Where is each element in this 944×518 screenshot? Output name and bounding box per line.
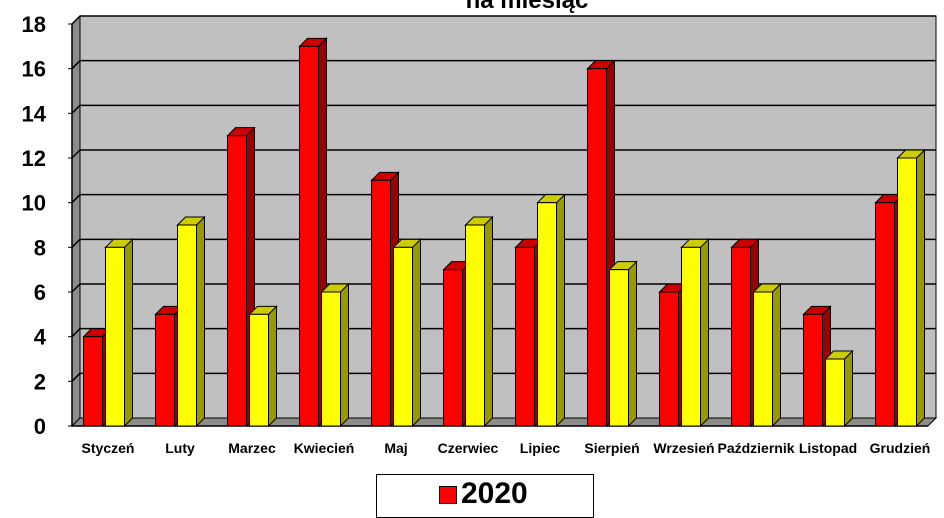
y-tick-label: 10 (22, 191, 46, 216)
gridline-side (71, 15, 81, 25)
x-tick-label: Listopad (799, 440, 857, 456)
gridline-side (71, 60, 81, 70)
x-tick-label: Maj (384, 440, 407, 456)
y-tick-label: 14 (22, 101, 47, 126)
x-tick-label: Lipiec (520, 440, 561, 456)
plot-area (68, 14, 938, 428)
bar-2-8 (608, 260, 638, 428)
y-tick-label: 16 (22, 57, 46, 82)
gridline-side (71, 238, 81, 248)
y-tick-label: 4 (34, 325, 47, 350)
x-tick-label: Październik (717, 440, 794, 456)
bar-2-9 (680, 238, 710, 428)
x-tick-label: Marzec (228, 440, 276, 456)
x-tick-label: Luty (165, 440, 195, 456)
bar-2-10 (752, 282, 782, 428)
bar-2-12 (896, 148, 926, 428)
y-tick-label: 8 (34, 235, 46, 260)
bars (82, 37, 926, 428)
bar-1-4 (298, 37, 328, 428)
bar-1-8 (586, 59, 616, 428)
bar-2-3 (248, 305, 278, 428)
legend-swatch-2020 (439, 486, 457, 504)
x-tick-label: Czerwiec (438, 440, 499, 456)
y-tick-label: 0 (34, 414, 46, 439)
bar-2-1 (104, 238, 134, 428)
gridline-side (71, 194, 81, 204)
x-tick-label: Styczeń (82, 440, 135, 456)
bar-2-7 (536, 193, 566, 428)
bar-2-5 (392, 238, 422, 428)
x-tick-label: Kwiecień (294, 440, 355, 456)
gridline-side (71, 104, 81, 114)
gridline-side (71, 283, 81, 293)
side-wall (71, 14, 81, 428)
y-tick-label: 2 (34, 369, 46, 394)
bar-2-11 (824, 349, 854, 428)
gridline-side (71, 328, 81, 338)
bar-2-6 (464, 215, 494, 428)
bar-2-2 (176, 215, 206, 428)
gridline-side (71, 372, 81, 382)
y-tick-label: 18 (22, 12, 46, 37)
x-tick-label: Grudzień (870, 440, 931, 456)
x-tick-label: Wrzesień (653, 440, 714, 456)
tick-labels: 0 2 4 6 8 10 12 14 16 18 Styczeń Luty Marzec Kwiecień… (22, 12, 931, 456)
legend-label: 2020 (461, 477, 528, 510)
x-tick-label: Sierpień (584, 440, 639, 456)
y-tick-label: 6 (34, 280, 46, 305)
chart-title: na miesiąc (466, 0, 589, 14)
back-wall (79, 15, 937, 419)
y-tick-label: 12 (22, 146, 46, 171)
gridline-side (71, 149, 81, 159)
legend: 2020 (376, 474, 594, 518)
bar-2-4 (320, 282, 350, 428)
